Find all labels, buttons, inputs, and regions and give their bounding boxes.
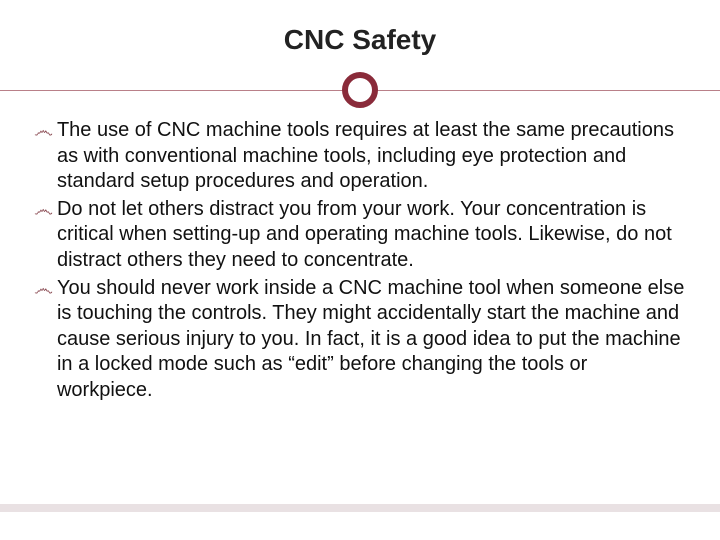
bullet-text: The use of CNC machine tools requires at… [57,118,686,195]
list-item: ෴ You should never work inside a CNC mac… [34,276,686,404]
list-item: ෴ Do not let others distract you from yo… [34,197,686,274]
content-area: ෴ The use of CNC machine tools requires … [30,118,690,404]
list-item: ෴ The use of CNC machine tools requires … [34,118,686,195]
bullet-icon: ෴ [34,197,53,223]
bullet-icon: ෴ [34,276,53,302]
divider [30,70,690,110]
footer-strip [0,504,720,512]
bullet-text: Do not let others distract you from your… [57,197,686,274]
bullet-icon: ෴ [34,118,53,144]
bullet-text: You should never work inside a CNC machi… [57,276,686,404]
divider-circle-icon [342,72,378,108]
slide-title: CNC Safety [30,24,690,56]
slide: CNC Safety ෴ The use of CNC machine tool… [0,0,720,540]
